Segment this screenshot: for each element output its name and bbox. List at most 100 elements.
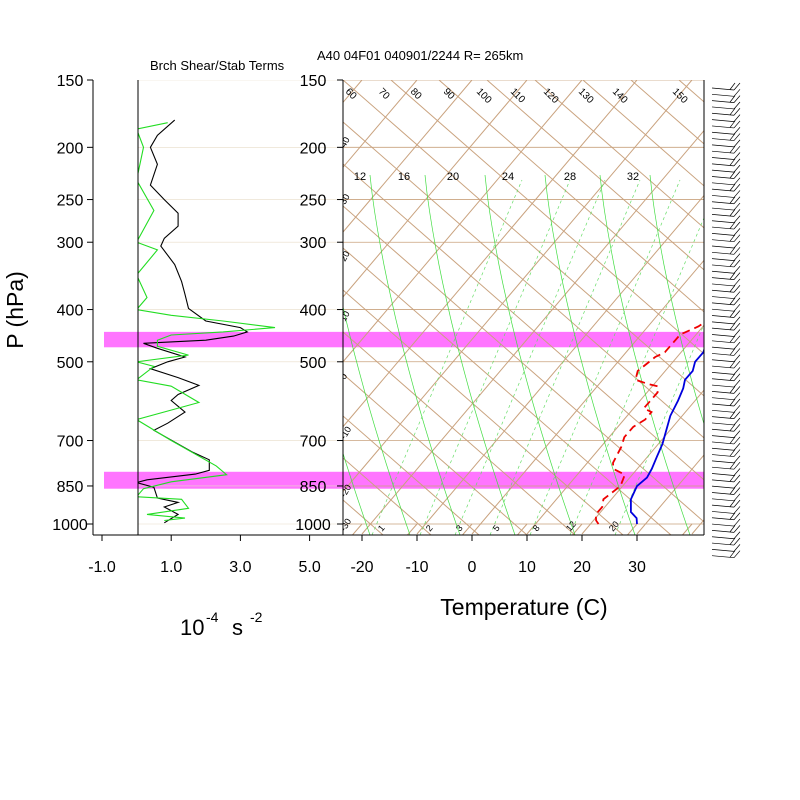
dry-adiabat-0 xyxy=(343,80,704,397)
wind-barb-shaft xyxy=(711,188,735,192)
moist-adiabat-5 xyxy=(544,174,636,535)
wind-barb-flag2 xyxy=(729,474,736,482)
wind-barb-flag2 xyxy=(729,537,736,545)
wind-barb-72 xyxy=(711,537,741,546)
wind-barb-shaft xyxy=(711,384,735,388)
wind-barb-flag2 xyxy=(729,512,736,520)
wind-barb-64 xyxy=(711,487,741,495)
wind-barb-flag xyxy=(733,493,741,502)
wind-barb-flag2 xyxy=(729,449,736,457)
stab-ytick-label-500: 500 xyxy=(57,355,84,372)
wind-barb-flag xyxy=(733,171,741,179)
stab-ytick-label-400: 400 xyxy=(57,303,84,320)
wind-barb-55 xyxy=(711,430,741,438)
wind-barb-flag xyxy=(733,550,741,558)
wind-barb-shaft xyxy=(711,327,735,331)
wind-barb-flag xyxy=(733,480,741,489)
wind-barb-46 xyxy=(711,373,741,382)
left-edge-label-6: -20 xyxy=(338,483,353,499)
wind-barb-flag2 xyxy=(729,247,736,255)
dry-adiabat-9 xyxy=(775,80,800,535)
wind-barb-shaft xyxy=(711,270,735,274)
wind-barb-67 xyxy=(711,506,741,514)
wind-barb-flag2 xyxy=(729,499,736,507)
wind-barb-1 xyxy=(711,89,741,97)
wind-barb-shaft xyxy=(711,100,735,103)
dry-adiabat-4 xyxy=(534,80,704,229)
dry-adiabat-1 xyxy=(390,80,704,355)
wind-barb-74 xyxy=(711,550,741,559)
wind-barb-flag xyxy=(733,152,741,160)
wind-barb-flag xyxy=(733,525,741,533)
wind-barb-flag xyxy=(733,461,741,470)
wind-barb-flag xyxy=(733,537,741,546)
wind-barb-flag xyxy=(733,114,741,122)
wind-barb-flag2 xyxy=(729,398,736,406)
wind-barb-flag xyxy=(733,240,741,249)
isotherm-ext--60 xyxy=(132,524,142,535)
skew-ytick-label-150: 150 xyxy=(300,73,327,90)
wind-barb-flag xyxy=(733,335,741,344)
moist-adiabat-4 xyxy=(484,174,576,535)
wind-barb-flag xyxy=(733,367,741,375)
isotherm-ext--20 xyxy=(352,523,363,535)
wind-barb-10 xyxy=(711,145,741,154)
wind-barb-45 xyxy=(711,367,741,375)
wind-barb-flag xyxy=(733,82,741,91)
wind-barb-flag xyxy=(733,101,741,110)
wind-barb-shaft xyxy=(711,182,735,186)
wind-barb-15 xyxy=(711,177,741,186)
dewpoint-profile xyxy=(594,321,704,525)
wind-barb-shaft xyxy=(711,119,735,122)
wind-barb-shaft xyxy=(711,530,735,533)
isotherm--110 xyxy=(0,80,252,534)
wind-barb-shaft xyxy=(711,308,735,312)
wind-barb-47 xyxy=(711,379,741,388)
wind-barb-shaft xyxy=(711,302,735,306)
wind-barb-flag xyxy=(733,443,741,451)
wind-barb-14 xyxy=(711,171,741,179)
stab-ytick-label-850: 850 xyxy=(57,479,84,496)
wind-barb-31 xyxy=(711,278,741,287)
dry-adiabat-6 xyxy=(630,80,704,145)
wind-barb-flag2 xyxy=(729,171,736,179)
dry-adiabat-3 xyxy=(486,80,704,271)
wind-barb-shaft xyxy=(711,454,735,457)
wind-barb-8 xyxy=(711,133,741,141)
stab-ytick-label-250: 250 xyxy=(57,193,84,210)
wind-barb-flag xyxy=(733,379,741,388)
wind-barb-shaft xyxy=(711,112,735,116)
skew-ytick-label-700: 700 xyxy=(300,434,327,451)
moist-adiabat-2 xyxy=(369,174,461,535)
stab-ytick-label-200: 200 xyxy=(57,140,84,157)
wind-barb-flag xyxy=(733,417,741,426)
wind-barb-19 xyxy=(711,202,741,211)
wind-barb-flag xyxy=(733,266,741,274)
skew-xtick-label--20: -20 xyxy=(350,559,373,576)
wind-barb-28 xyxy=(711,259,741,268)
wind-barb-54 xyxy=(711,424,741,432)
skew-ytick-label-500: 500 xyxy=(300,355,327,372)
mixing-label-12: 12 xyxy=(564,519,578,533)
wind-barb-flag2 xyxy=(729,259,736,267)
stab-xtick-label--1.0: -1.0 xyxy=(88,559,116,576)
skew-label-100: 100 xyxy=(474,86,494,106)
left-edge-label-4: 0 xyxy=(338,372,349,381)
wind-barb-flag xyxy=(733,512,741,520)
wind-barb-11 xyxy=(711,152,741,160)
wind-barb-68 xyxy=(711,512,741,521)
wind-barb-shaft xyxy=(711,157,735,160)
wind-barb-63 xyxy=(711,480,741,489)
isotherm--10 xyxy=(416,194,704,535)
wind-barb-12 xyxy=(711,158,741,167)
wind-barb-shaft xyxy=(711,233,735,236)
temperature-profile xyxy=(630,347,704,525)
stab-xtick-label-5.0: 5.0 xyxy=(298,559,320,576)
wind-barb-flag xyxy=(733,449,741,457)
wind-barb-shaft xyxy=(711,473,735,476)
skew-label-70: 70 xyxy=(376,86,392,102)
wind-barb-shaft xyxy=(711,391,735,394)
skew-label-110: 110 xyxy=(508,86,527,105)
wind-barb-33 xyxy=(711,291,741,299)
